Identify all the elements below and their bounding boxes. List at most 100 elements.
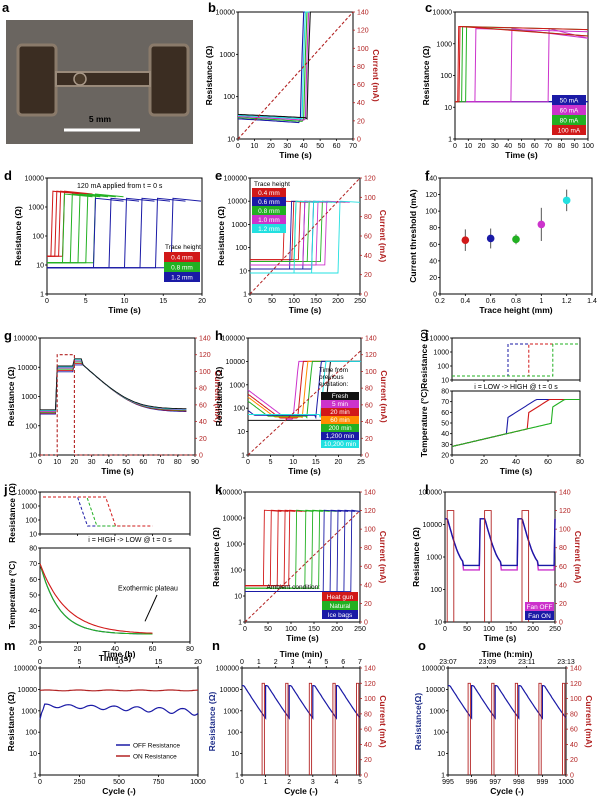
panel-m-x-axis-label: Cycle (-) — [102, 786, 136, 796]
panel-b-plot-frame — [237, 11, 354, 140]
left-pad — [16, 43, 58, 117]
panel-i-top-series — [452, 343, 580, 377]
panel-d-series-0.4 mm — [47, 190, 93, 257]
panel-o-y-tick-label: 100 — [433, 730, 445, 737]
panel-f-y-tick-label: 0 — [433, 292, 437, 299]
panel-f-y-tick-label: 60 — [429, 242, 437, 249]
panel-k-y-tick-label: 100000 — [219, 490, 242, 497]
panel-h-x-tick-label: 10 — [289, 459, 297, 466]
panel-b-y2-tick-label: 60 — [357, 82, 365, 89]
panel-c-legend-label: 100 mA — [558, 128, 581, 135]
panel-l-current-pulse — [484, 510, 492, 622]
panel-o-x-tick-label: 998 — [513, 779, 525, 786]
panel-g-y2-tick-label: 80 — [199, 386, 207, 393]
panel-c-series-60 mA — [455, 28, 589, 103]
panel-c-y-axis-label: Resistance (Ω) — [421, 45, 431, 105]
panel-e-legend-label: 0.6 mm — [258, 199, 280, 206]
panel-c-x-tick-label: 80 — [558, 143, 566, 150]
panel-o-current-pulse — [491, 682, 495, 775]
panel-j-bottom-y-tick-label: 40 — [29, 608, 37, 615]
panel-k-x-tick-label: 250 — [354, 626, 366, 633]
panel-n: 0 1 2 3 4 51101001000100001000000204060801001… — [207, 649, 388, 796]
panel-g-y-tick-label: 100 — [25, 423, 37, 430]
panel-c-legend-swatch — [552, 95, 586, 105]
panel-l-y2-tick-label: 140 — [559, 490, 571, 497]
panel-b-x-tick-label: 50 — [316, 143, 324, 150]
panel-e-x-tick-label: 200 — [332, 298, 344, 305]
panel-c-y-tick-label: 10 — [444, 105, 452, 112]
panel-j-bottom-plot-frame — [39, 547, 191, 643]
panel-g-current-pulse — [40, 354, 195, 456]
panel-c-legend-label: 50 mA — [560, 98, 579, 105]
panel-k-legend-swatch — [322, 601, 358, 610]
panel-f-x-tick-label: 0.6 — [486, 298, 496, 305]
panel-f-point — [512, 235, 520, 244]
panel-e-legend-swatch — [252, 197, 286, 206]
panel-b-y-tick-label: 10 — [227, 137, 235, 144]
panel-g-series — [40, 359, 187, 412]
panel-m-y-tick-label: 10 — [29, 751, 37, 758]
panel-o-x2-tick-label: 23:07 — [439, 659, 457, 666]
panel-i-bottom-y-tick-label: 50 — [441, 421, 449, 428]
panel-d-y-tick-label: 10000 — [25, 176, 45, 183]
panel-d-series-1.2 mm — [47, 197, 124, 269]
panel-f: 0.2 0.4 0.6 0.8 1 1.2 1.4 0 20 40 60 80 100 120 140 Tra… — [408, 176, 597, 316]
panel-n-current-pulse — [356, 682, 360, 775]
panel-h-y2-tick-label: 0 — [365, 453, 369, 460]
panel-f-point — [486, 234, 495, 243]
panel-j-top-y-tick-label: 10000 — [18, 490, 38, 497]
panel-k-legend-label: Natural — [330, 603, 352, 610]
panel-l: 0 50 100 150 200 250 10 100 1000 10000 100000 0 20 40… — [411, 490, 583, 644]
panel-j-bottom-y-tick-label: 50 — [29, 593, 37, 600]
panel-j-bottom-x-tick-label: 20 — [74, 646, 82, 653]
panel-m-x2-tick-label: 20 — [194, 659, 202, 666]
panel-e-y2-tick-label: 40 — [364, 253, 372, 260]
panel-b-y-axis-label: Resistance (Ω) — [204, 45, 214, 105]
panel-b-y2-tick-label: 20 — [357, 118, 365, 125]
panel-o-y-tick-label: 1000 — [429, 708, 445, 715]
panel-h-legend-swatch — [321, 432, 359, 440]
panel-e-y2-tick-label: 20 — [364, 272, 372, 279]
panel-h-y-tick-label: 100 — [233, 406, 245, 413]
panel-e-legend-label: 0.8 mm — [258, 208, 280, 215]
panel-b-current-ramp — [237, 11, 354, 140]
panel-a: 5 mm — [6, 20, 193, 144]
panel-d-y-tick-label: 100 — [32, 234, 44, 241]
panel-i-bottom-x-tick-label: 20 — [480, 459, 488, 466]
panel-f-x-tick-label: 1.4 — [587, 298, 597, 305]
panel-o-y2-tick-label: 80 — [570, 711, 578, 718]
panel-j-top-y-tick-label: 1000 — [21, 504, 37, 511]
panel-j-bottom-series — [39, 563, 153, 635]
panel-g-x-tick-label: 40 — [105, 459, 113, 466]
panel-m-y-tick-label: 100000 — [14, 666, 37, 673]
panel-h-y-tick-label: 1 — [241, 453, 245, 460]
panel-o-x-tick-label: 996 — [466, 779, 478, 786]
panel-h-x-tick-label: 25 — [357, 459, 365, 466]
panel-n-x-tick-label: 2 — [287, 779, 291, 786]
panel-n-current-pulse — [308, 682, 313, 775]
panel-n-y-tick-label: 100 — [227, 730, 239, 737]
panel-l-x-tick-label: 50 — [463, 626, 471, 633]
panel-letter-j: j — [3, 482, 8, 497]
panel-d-series-1.2 mm — [47, 197, 202, 269]
panel-o-current-pulse — [538, 682, 542, 775]
panel-k-x-tick-label: 100 — [285, 626, 297, 633]
panel-d-y-tick-label: 1000 — [28, 205, 44, 212]
panel-e-y2-tick-label: 120 — [364, 176, 376, 183]
panel-d-legend-label: 0.8 mm — [171, 265, 193, 272]
panel-letter-n: n — [212, 638, 220, 653]
panel-g-y2-tick-label: 140 — [199, 336, 211, 343]
panel-i-bottom-y-tick-label: 80 — [441, 389, 449, 396]
panel-n-y-tick-label: 10 — [231, 751, 239, 758]
panel-l-y2-tick-label: 80 — [559, 545, 567, 552]
panel-i-top-y-tick-label: 10 — [441, 378, 449, 385]
panel-h-legend-swatch — [321, 424, 359, 432]
panel-e-y-axis-label: Resistance (Ω) — [216, 206, 226, 266]
panel-d-x-axis-label: Time (s) — [108, 305, 141, 315]
panel-g-x-axis-label: Time (s) — [101, 466, 134, 476]
panel-j-bottom-y-tick-label: 70 — [29, 561, 37, 568]
panel-h-legend-swatch — [321, 392, 359, 400]
panel-n-y-tick-label: 1000 — [223, 708, 239, 715]
panel-c-legend-label: 60 mA — [560, 108, 579, 115]
